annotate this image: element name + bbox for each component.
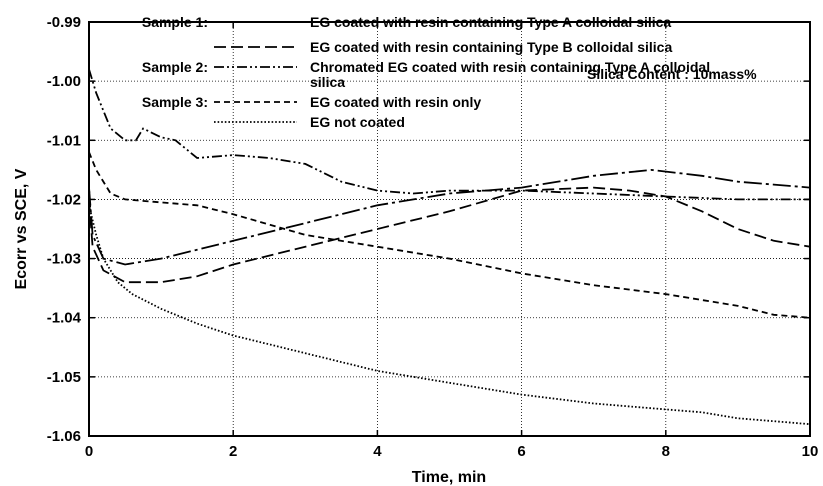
plot-frame	[88, 21, 811, 437]
legend-entry-1: EG coated with resin containing Type A c…	[310, 14, 671, 30]
legend-entry-line: Chromated EG coated with resin containin…	[310, 59, 710, 75]
legend-entry-5: EG not coated	[310, 114, 405, 130]
y-tick-label: -1.01	[47, 132, 81, 149]
x-tick-label: 8	[662, 443, 670, 460]
series-line-4	[88, 151, 811, 319]
legend-group-label: Sample 1:	[142, 14, 208, 30]
y-tick-label: -0.99	[47, 14, 81, 31]
x-axis-label: Time, min	[412, 469, 486, 486]
legend-entry-4: EG coated with resin only	[310, 94, 481, 110]
legend-entry-3: Chromated EG coated with resin containin…	[310, 59, 710, 90]
y-tick-label: -1.00	[47, 73, 81, 90]
y-tick-label: -1.03	[47, 251, 81, 268]
x-tick-label: 10	[802, 443, 819, 460]
series-line-2	[88, 186, 811, 284]
y-tick-label: -1.02	[47, 191, 81, 208]
x-tick-label: 2	[229, 443, 237, 460]
annotation-text: Silica Content : 10mass%	[587, 66, 757, 82]
legend-entry-line: silica	[310, 74, 345, 90]
x-tick-label: 6	[517, 443, 525, 460]
x-tick-label: 4	[373, 443, 382, 460]
series-line-3	[88, 69, 810, 201]
series-layer	[88, 69, 811, 426]
legend-group-label: Sample 3:	[142, 94, 208, 110]
y-tick-label: -1.05	[47, 369, 81, 386]
legend-group-label: Sample 2:	[142, 59, 208, 75]
y-tick-label: -1.06	[47, 428, 81, 445]
series-line-1	[88, 168, 811, 266]
tick-layer: 0 2 4 6 8 10 -0.99 -1.00 -1.01 -1.02 -1.03 -1.04 -1.…	[47, 14, 819, 460]
x-tick-label: 0	[85, 443, 93, 460]
legend: Sample 1: EG coated with resin containing…	[142, 14, 710, 130]
y-tick-label: -1.04	[47, 310, 82, 327]
series-line-5	[88, 187, 811, 426]
legend-entry-2: EG coated with resin containing Type B c…	[310, 39, 672, 55]
y-axis-label: Ecorr vs SCE, V	[13, 168, 30, 289]
